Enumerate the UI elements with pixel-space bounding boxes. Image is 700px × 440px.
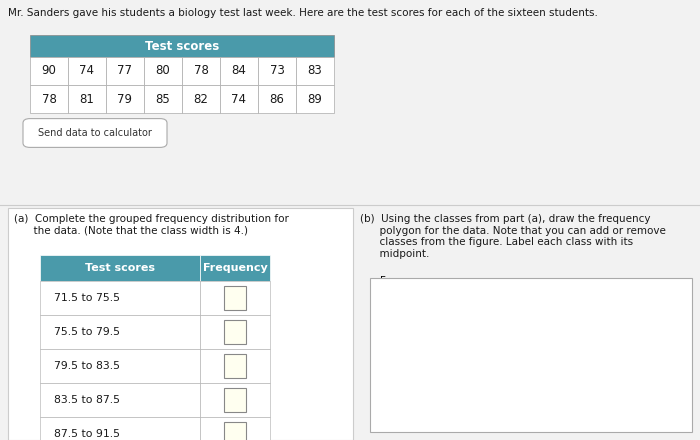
Text: 0: 0 [395, 402, 402, 412]
Text: 78: 78 [41, 92, 57, 106]
Text: 1: 1 [395, 382, 402, 392]
Text: 3: 3 [395, 343, 402, 352]
Text: (a)  Complete the grouped frequency distribution for
      the data. (Note that : (a) Complete the grouped frequency distr… [14, 214, 289, 235]
Text: 85: 85 [155, 92, 170, 106]
Text: (b)  Using the classes from part (a), draw the frequency
      polygon for the d: (b) Using the classes from part (a), dra… [360, 214, 666, 259]
Text: 2: 2 [395, 363, 402, 372]
Text: 80: 80 [155, 65, 170, 77]
Text: 74: 74 [80, 65, 94, 77]
Text: 84: 84 [232, 65, 246, 77]
FancyBboxPatch shape [546, 415, 568, 426]
Text: 89: 89 [307, 92, 323, 106]
Text: 82: 82 [194, 92, 209, 106]
Text: Frequency: Frequency [381, 276, 434, 286]
Text: Test scores: Test scores [503, 417, 561, 427]
Text: 83: 83 [307, 65, 323, 77]
Text: 86: 86 [270, 92, 284, 106]
Text: Test scores: Test scores [145, 40, 219, 52]
Text: 79: 79 [118, 92, 132, 106]
Text: Mr. Sanders gave his students a biology test last week. Here are the test scores: Mr. Sanders gave his students a biology … [8, 8, 598, 18]
FancyBboxPatch shape [447, 415, 468, 426]
Text: 90: 90 [41, 65, 57, 77]
Text: Frequency: Frequency [202, 263, 267, 273]
Text: 77: 77 [118, 65, 132, 77]
Text: 73: 73 [270, 65, 284, 77]
Text: 71.5 to 75.5: 71.5 to 75.5 [54, 293, 120, 303]
Text: 81: 81 [80, 92, 94, 106]
Text: 5: 5 [395, 303, 402, 313]
Text: 74: 74 [232, 92, 246, 106]
Text: Send data to calculator: Send data to calculator [38, 128, 152, 138]
Text: 79.5 to 83.5: 79.5 to 83.5 [54, 361, 120, 371]
Text: Test scores: Test scores [85, 263, 155, 273]
Text: 75.5 to 79.5: 75.5 to 79.5 [54, 327, 120, 337]
Text: 4: 4 [395, 323, 402, 333]
FancyBboxPatch shape [645, 415, 667, 426]
Text: 83.5 to 87.5: 83.5 to 87.5 [54, 395, 120, 405]
Text: 78: 78 [194, 65, 209, 77]
Text: 87.5 to 91.5: 87.5 to 91.5 [54, 429, 120, 439]
